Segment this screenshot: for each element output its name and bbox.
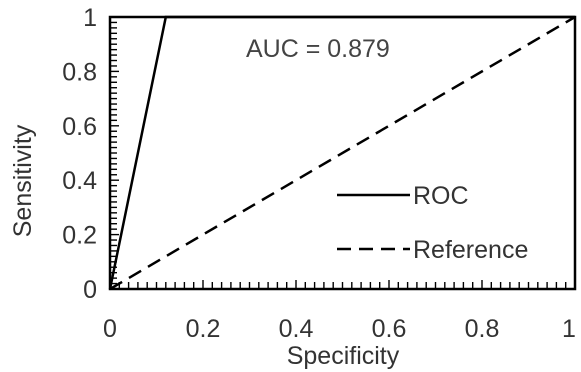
legend-label-reference: Reference [413,236,528,264]
x-tick-label: 0.2 [186,315,221,343]
x-tick-labels: 0 0.2 0.4 0.6 0.8 1 [103,315,576,343]
y-tick-label: 0.6 [62,113,97,141]
series-line-roc [108,15,575,290]
y-tick-label: 0.2 [62,222,97,250]
y-tick-label: 0 [83,276,97,304]
x-tick-label: 1 [562,315,576,343]
y-tick-label: 0.4 [62,167,97,195]
y-tick-label: 0.8 [62,58,97,86]
y-tick-label: 1 [83,4,97,32]
x-tick-label: 0.6 [372,315,407,343]
x-tick-label: 0.8 [465,315,500,343]
series-line-reference [109,15,576,291]
auc-annotation: AUC = 0.879 [246,35,390,63]
x-axis-title: Specificity [287,342,400,370]
y-axis-title: Sensitivity [9,124,37,237]
x-tick-label: 0 [103,315,117,343]
x-tick-label: 0.4 [279,315,314,343]
legend: ROC Reference [337,182,528,264]
legend-label-roc: ROC [413,182,469,210]
series-layer [108,15,576,291]
minor-ticks [109,16,576,290]
y-tick-labels: 0 0.2 0.4 0.6 0.8 1 [62,4,97,304]
